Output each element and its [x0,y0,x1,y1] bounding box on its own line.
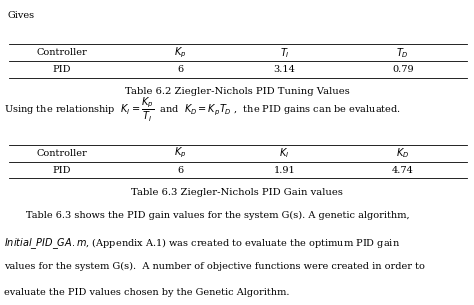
Text: $K_p$: $K_p$ [174,45,186,60]
Text: Table 6.3 Ziegler-Nichols PID Gain values: Table 6.3 Ziegler-Nichols PID Gain value… [131,188,343,197]
Text: Using the relationship  $K_I = \dfrac{K_p}{T_I}$  and  $K_D = K_p T_D$ ,  the PI: Using the relationship $K_I = \dfrac{K_p… [4,96,401,124]
Text: Table 6.2 Ziegler-Nichols PID Tuning Values: Table 6.2 Ziegler-Nichols PID Tuning Val… [125,87,349,96]
Text: evaluate the PID values chosen by the Genetic Algorithm.: evaluate the PID values chosen by the Ge… [4,288,289,297]
Text: $T_D$: $T_D$ [396,46,410,59]
Text: PID: PID [52,166,71,174]
Text: 6: 6 [177,65,183,74]
Text: Controller: Controller [36,48,87,57]
Text: PID: PID [52,65,71,74]
Text: Controller: Controller [36,149,87,158]
Text: $T_I$: $T_I$ [280,46,289,59]
Text: 6: 6 [177,166,183,174]
Text: values for the system G(s).  A number of objective functions were created in ord: values for the system G(s). A number of … [4,262,425,271]
Text: $K_p$: $K_p$ [174,146,186,160]
Text: 1.91: 1.91 [273,166,295,174]
Text: Table 6.3 shows the PID gain values for the system G(s). A genetic algorithm,: Table 6.3 shows the PID gain values for … [4,210,410,220]
Text: $\mathit{Initial\_PID\_GA.m}$, (Appendix A.1) was created to evaluate the optimu: $\mathit{Initial\_PID\_GA.m}$, (Appendix… [4,236,400,251]
Text: $K_D$: $K_D$ [396,146,410,160]
Text: 3.14: 3.14 [273,65,295,74]
Text: 4.74: 4.74 [392,166,414,174]
Text: 0.79: 0.79 [392,65,414,74]
Text: $K_I$: $K_I$ [279,146,290,160]
Text: Gives: Gives [7,11,34,20]
